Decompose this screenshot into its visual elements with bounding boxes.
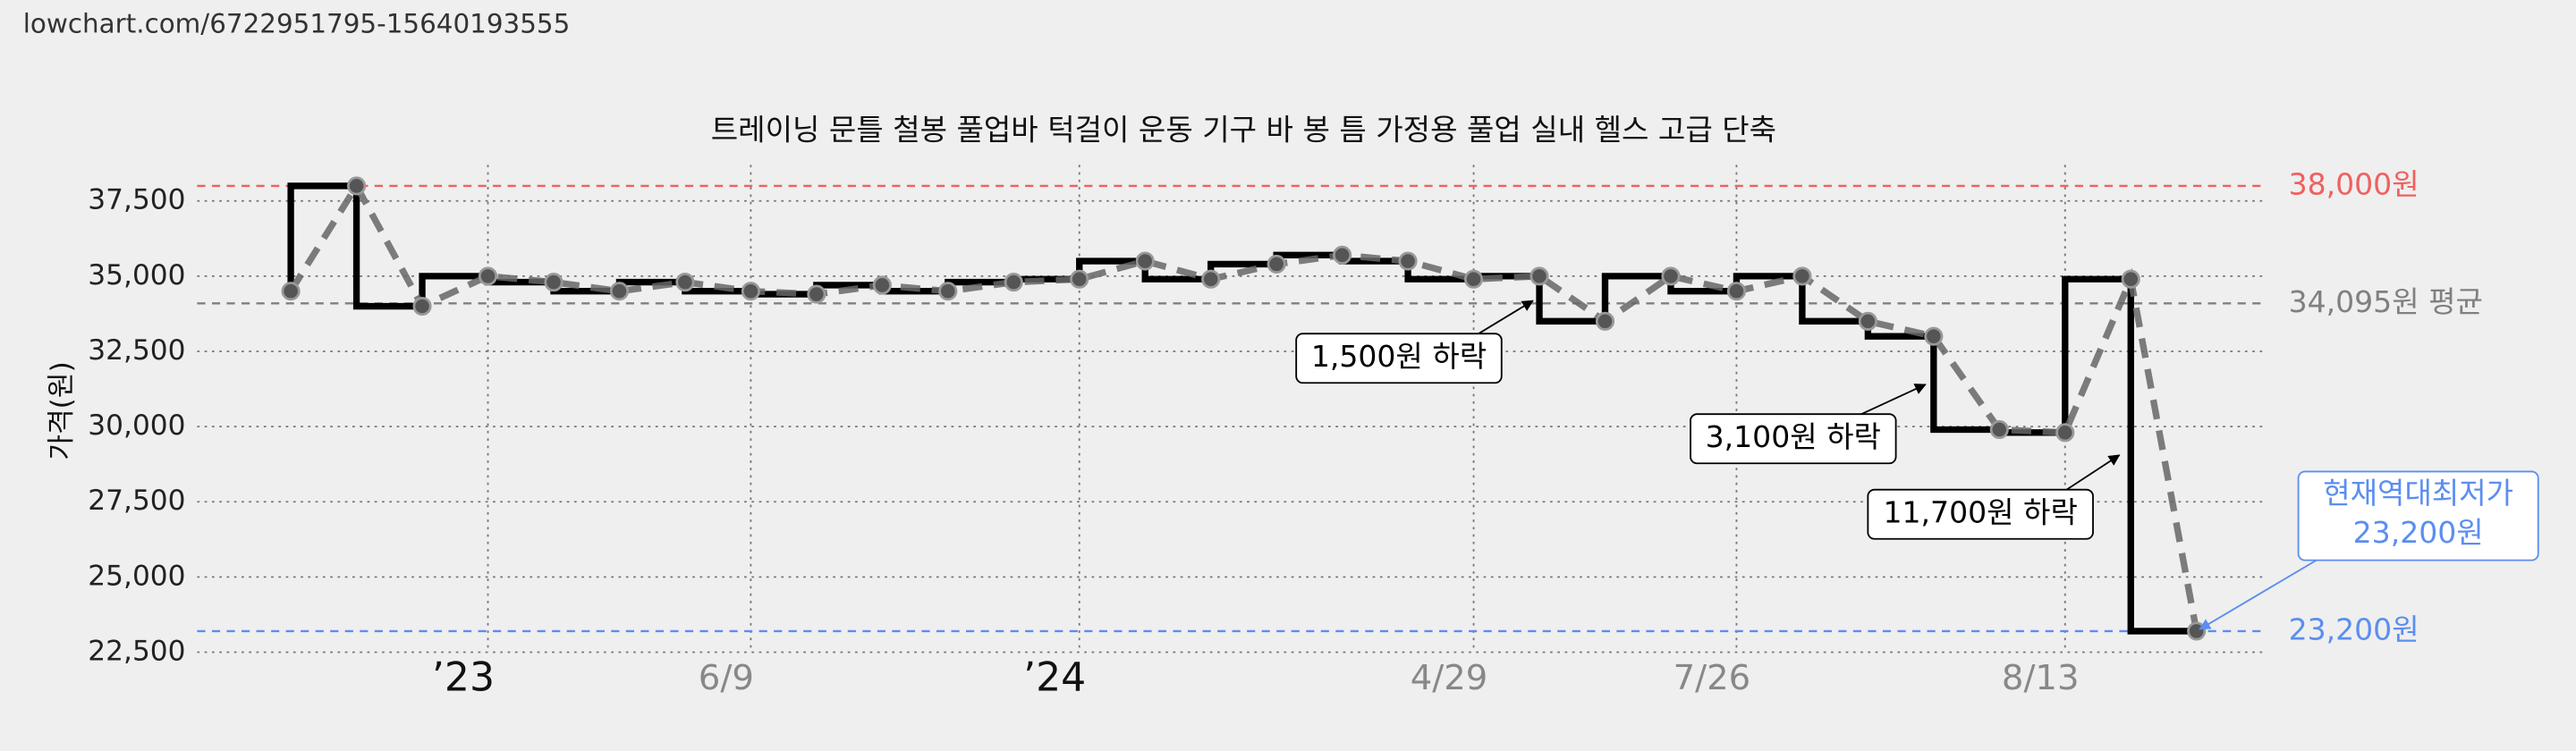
step-line: [287, 182, 2197, 635]
annotation-line: 23,200원: [2353, 515, 2484, 550]
point: [347, 176, 367, 196]
point: [1530, 266, 1549, 286]
point: [281, 282, 301, 301]
point: [1792, 266, 1812, 286]
y-tick-label: 37,500: [88, 184, 185, 216]
point: [675, 273, 695, 292]
point: [1201, 269, 1221, 289]
y-tick-label: 22,500: [88, 635, 185, 667]
annotation: 11,700원 하락: [1884, 495, 2078, 530]
point: [741, 282, 760, 301]
x-tick-label: 7/26: [1674, 658, 1751, 698]
point: [807, 284, 826, 304]
x-tick-label: ’23: [432, 655, 495, 701]
annotation: 1,500원 하락: [1311, 339, 1487, 374]
point: [1726, 282, 1746, 301]
annotation-box: [1867, 488, 2094, 540]
point: [938, 282, 958, 301]
point: [1463, 269, 1484, 289]
x-tick-label: ’24: [1023, 655, 1086, 701]
x-tick-label: 6/9: [699, 658, 754, 698]
x-tick-label: 4/29: [1411, 658, 1488, 698]
point: [1858, 311, 1877, 331]
point: [478, 266, 498, 286]
point: [1924, 326, 1944, 346]
annotation: 현재역대최저가 23,200원: [2323, 476, 2513, 550]
point: [609, 282, 630, 301]
point: [2187, 621, 2207, 641]
annotation-arrow: [2199, 559, 2318, 630]
trend-line: [287, 179, 2200, 632]
point: [544, 273, 564, 292]
x-tick-label: 8/13: [2002, 658, 2080, 698]
annotation-box: [1690, 413, 1897, 465]
point: [1135, 251, 1155, 271]
point: [872, 275, 892, 295]
reference-label: 34,095원 평균: [2289, 284, 2483, 319]
point: [1004, 273, 1023, 292]
point: [412, 296, 432, 316]
point: [1398, 251, 1418, 271]
url: lowchart.com/6722951795-15640193555: [23, 8, 571, 38]
annotation-arrow: [2066, 454, 2121, 491]
point: [1595, 311, 1615, 331]
chart-title: 트레이닝 문틀 철봉 풀업바 턱걸이 운동 기구 바 봉 틈 가정용 풀업 실내…: [711, 113, 1776, 148]
point: [2055, 423, 2075, 443]
point: [1661, 266, 1681, 286]
y-axis-label: 가격(원): [46, 361, 78, 460]
annotation-line: 현재역대최저가: [2323, 476, 2513, 511]
point: [2121, 269, 2140, 289]
annotation-box: [1295, 333, 1503, 384]
y-tick-label: 32,500: [88, 334, 185, 367]
y-tick-label: 35,000: [88, 259, 185, 291]
y-tick-label: 25,000: [88, 560, 185, 592]
reference-label: 38,000원: [2289, 166, 2419, 201]
annotation-arrow: [1860, 384, 1927, 415]
point: [1333, 245, 1352, 265]
y-tick-label: 30,000: [88, 409, 185, 442]
annotation-box: [2297, 470, 2539, 561]
annotation: 3,100원 하락: [1706, 419, 1881, 454]
reference-label: 23,200원: [2289, 612, 2419, 646]
point: [1267, 254, 1286, 274]
point: [1989, 419, 2009, 440]
y-tick-label: 27,500: [88, 485, 185, 517]
annotation-arrow: [1478, 300, 1534, 334]
point: [1070, 269, 1089, 289]
